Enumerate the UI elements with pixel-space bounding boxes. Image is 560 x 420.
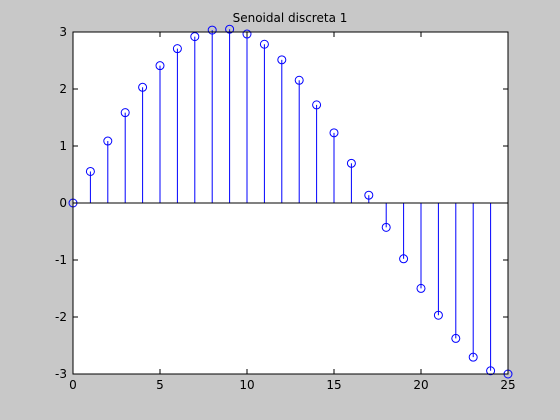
y-tick-label--3: -3 xyxy=(55,367,67,381)
stem-marker-1 xyxy=(85,166,95,176)
stem-marker-18 xyxy=(381,222,391,232)
y-tick-label-2: 2 xyxy=(59,82,67,96)
x-tick-label-10: 10 xyxy=(239,378,254,392)
stem-marker-12 xyxy=(277,55,287,65)
stem-marker-11 xyxy=(259,39,269,49)
y-tick-label-3: 3 xyxy=(59,25,67,39)
stem-marker-23 xyxy=(468,352,478,362)
axes-border xyxy=(72,31,509,375)
stem-marker-7 xyxy=(190,32,200,42)
stem-marker-4 xyxy=(138,82,148,92)
chart-title: Senoidal discreta 1 xyxy=(233,11,348,25)
x-tick-label-5: 5 xyxy=(156,378,164,392)
stem-marker-6 xyxy=(172,44,182,54)
stem-marker-10 xyxy=(242,29,252,39)
stem-marker-19 xyxy=(399,254,409,264)
y-tick-label--1: -1 xyxy=(55,253,67,267)
stem-marker-21 xyxy=(433,310,443,320)
stem-marker-16 xyxy=(346,158,356,168)
stem-marker-3 xyxy=(120,108,130,118)
ticks-layer: 0 5 10 15 20 25 -3 -2 -1 0 1 2 3 xyxy=(55,25,516,392)
stem-marker-22 xyxy=(451,333,461,343)
stem-marker-20 xyxy=(416,283,426,293)
y-tick-label--2: -2 xyxy=(55,310,67,324)
stem-marker-13 xyxy=(294,75,304,85)
stems-layer xyxy=(68,24,513,379)
x-tick-label-25: 25 xyxy=(500,378,515,392)
stem-marker-17 xyxy=(364,190,374,200)
x-tick-label-15: 15 xyxy=(326,378,341,392)
stem-marker-9 xyxy=(225,24,235,34)
stem-marker-5 xyxy=(155,61,165,71)
x-tick-label-0: 0 xyxy=(69,378,77,392)
stem-marker-15 xyxy=(329,128,339,138)
y-tick-label-0: 0 xyxy=(59,196,67,210)
stem-marker-24 xyxy=(486,366,496,376)
y-tick-label-1: 1 xyxy=(59,139,67,153)
stem-marker-8 xyxy=(207,25,217,35)
stem-marker-2 xyxy=(103,136,113,146)
stem-marker-14 xyxy=(312,100,322,110)
x-tick-label-20: 20 xyxy=(413,378,428,392)
